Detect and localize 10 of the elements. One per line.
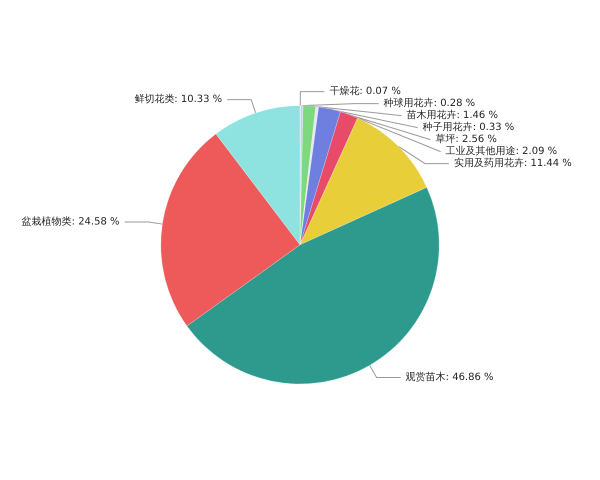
slice-label: 实用及药用花卉: 11.44 % xyxy=(454,157,572,170)
slice-label: 观赏苗木: 46.86 % xyxy=(406,370,494,383)
slice-label: 种球用花卉: 0.28 % xyxy=(384,97,476,110)
slice-label: 草坪: 2.56 % xyxy=(435,133,497,146)
slice-label: 盆栽植物类: 24.58 % xyxy=(22,215,120,228)
slice-label: 鲜切花类: 10.33 % xyxy=(134,93,222,106)
slice-label: 工业及其他用途: 2.09 % xyxy=(446,145,558,158)
slice-label: 苗木用花卉: 1.46 % xyxy=(406,109,498,122)
slice-label: 干燥花: 0.07 % xyxy=(329,85,401,98)
slice-label: 种子用花卉: 0.33 % xyxy=(422,121,514,134)
